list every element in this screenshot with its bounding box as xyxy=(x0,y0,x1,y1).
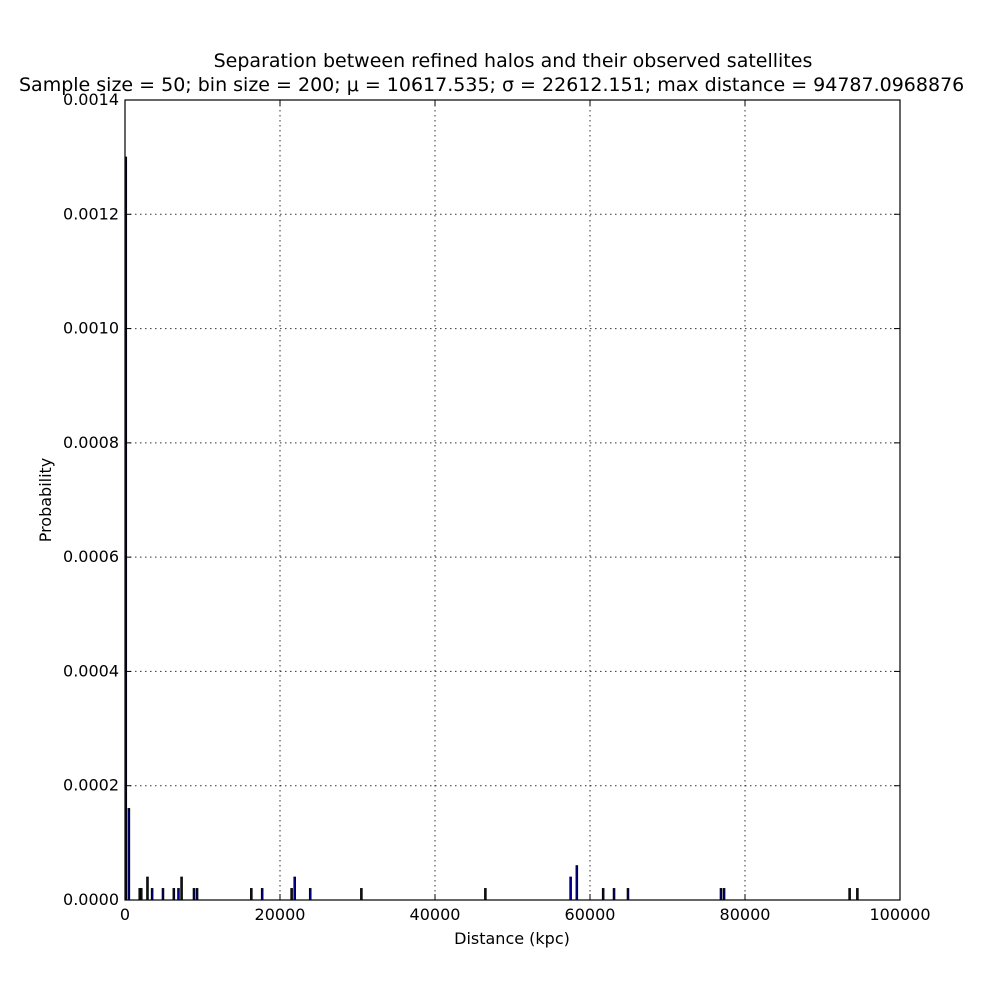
y-tick-label: 0.0006 xyxy=(63,547,119,566)
histogram-bar xyxy=(601,888,605,901)
histogram-bar xyxy=(569,876,572,901)
histogram-bar xyxy=(172,888,176,901)
x-tick-label: 0 xyxy=(120,905,130,924)
histogram-bar xyxy=(260,888,264,901)
y-tick-label: 0.0008 xyxy=(63,433,119,452)
x-tick-label: 60000 xyxy=(565,905,616,924)
histogram-bar xyxy=(612,888,616,901)
histogram-bar xyxy=(290,888,293,901)
y-tick-label: 0.0014 xyxy=(63,90,119,109)
histogram-bar xyxy=(177,888,180,901)
y-axis-label: Probability xyxy=(36,458,55,543)
histogram-bar xyxy=(195,888,199,901)
y-tick-label: 0.0002 xyxy=(63,776,119,795)
chart-title: Separation between refined halos and the… xyxy=(214,50,813,72)
y-tick-label: 0.0004 xyxy=(63,661,119,680)
y-tick-label: 0.0010 xyxy=(63,319,119,338)
x-tick-label: 20000 xyxy=(255,905,306,924)
histogram-bar xyxy=(856,888,859,901)
histogram-bar xyxy=(140,888,143,901)
histogram-bar xyxy=(719,888,723,901)
plot-frame xyxy=(124,99,901,901)
x-tick-labels: 0 20000 40000 60000 80000 100000 xyxy=(120,905,931,924)
histogram-bar xyxy=(360,888,363,901)
histogram-bar xyxy=(250,888,253,901)
grid-lines xyxy=(125,100,900,900)
histogram-bars xyxy=(124,156,859,901)
histogram-bar xyxy=(484,888,487,901)
y-tick-labels: 0.0000 0.0002 0.0004 0.0006 0.0008 0.0010 0.00… xyxy=(63,90,119,909)
y-tick-label: 0.0012 xyxy=(63,204,119,223)
x-tick-label: 40000 xyxy=(410,905,461,924)
histogram-bar xyxy=(146,876,149,901)
histogram-bar xyxy=(180,876,183,901)
histogram-bar xyxy=(626,888,630,901)
histogram-bar xyxy=(192,888,196,901)
axis-ticks xyxy=(124,99,901,901)
histogram-bar xyxy=(575,865,579,901)
histogram-bar xyxy=(722,888,726,901)
histogram-bar xyxy=(150,888,154,901)
chart-subtitle: Sample size = 50; bin size = 200; μ = 10… xyxy=(19,74,964,96)
histogram-bar xyxy=(848,888,851,901)
histogram-bar xyxy=(127,808,131,901)
histogram-bar xyxy=(293,876,297,901)
y-tick-label: 0.0000 xyxy=(63,890,119,909)
histogram-bar xyxy=(308,888,312,901)
x-tick-label: 80000 xyxy=(720,905,771,924)
x-tick-label: 100000 xyxy=(869,905,930,924)
histogram-bar xyxy=(161,888,165,901)
x-axis-label: Distance (kpc) xyxy=(454,929,570,948)
